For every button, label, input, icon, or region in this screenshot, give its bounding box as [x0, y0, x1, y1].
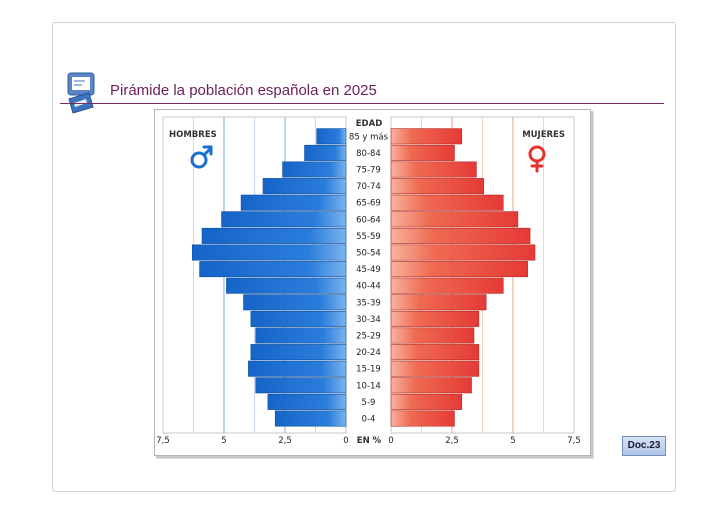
- x-tick-labels: 7,5 5 2,5 0 0 2,5 5 7,5: [156, 436, 581, 446]
- female-bar: [390, 128, 463, 145]
- female-bar: [390, 227, 531, 244]
- age-group-label: 65-69: [356, 199, 381, 209]
- slide-title: Pirámide la población española en 2025: [110, 82, 377, 99]
- right-label-mujeres: MUJERES: [522, 130, 565, 140]
- male-bar: [201, 227, 347, 244]
- left-label-hombres: HOMBRES: [169, 130, 217, 140]
- female-bar: [390, 244, 536, 261]
- female-bar: [390, 327, 475, 344]
- male-bar: [226, 277, 347, 294]
- age-group-label: 50-54: [356, 249, 381, 259]
- bars: [191, 128, 536, 427]
- age-group-label: 15-19: [356, 365, 381, 375]
- female-bar: [390, 377, 472, 394]
- male-bar: [250, 344, 347, 361]
- female-bar: [390, 144, 455, 161]
- unit-label: EN %: [357, 436, 382, 446]
- age-group-label: 20-24: [356, 348, 381, 358]
- male-tick-label: 7,5: [156, 436, 170, 446]
- male-bar: [199, 261, 347, 278]
- female-bar: [390, 277, 504, 294]
- male-bar: [221, 211, 347, 228]
- doc-number-badge: Doc.23: [622, 436, 666, 456]
- age-group-label: 80-84: [356, 149, 381, 159]
- age-group-label: 0-4: [362, 415, 376, 425]
- male-bar: [240, 194, 347, 211]
- male-bar: [267, 393, 347, 410]
- female-bar: [390, 194, 504, 211]
- female-bar: [390, 261, 528, 278]
- age-group-label: 5-9: [362, 398, 376, 408]
- population-pyramid-chart: 0-4 5-9 10-14 15-19 20-24 25-29 30-34 35-39 40-4…: [154, 109, 591, 456]
- slide-document-icon: [67, 72, 95, 114]
- male-bar: [262, 178, 347, 195]
- male-bar: [316, 128, 347, 145]
- title-underline: [60, 103, 664, 104]
- female-bar: [390, 344, 480, 361]
- female-bar: [390, 393, 463, 410]
- age-group-label: 30-34: [356, 315, 381, 325]
- age-labels: 0-4 5-9 10-14 15-19 20-24 25-29 30-34 35-39 40-4…: [349, 132, 389, 424]
- age-group-label: 70-74: [356, 182, 381, 192]
- female-tick-label: 0: [388, 436, 393, 446]
- male-tick-label: 0: [343, 436, 348, 446]
- age-group-label: 55-59: [356, 232, 381, 242]
- male-bar: [255, 377, 347, 394]
- male-bar: [243, 294, 347, 311]
- female-symbol-icon: [528, 145, 546, 173]
- female-bar: [390, 410, 455, 427]
- age-group-label: 35-39: [356, 298, 381, 308]
- female-bar: [390, 294, 487, 311]
- pyramid-svg: 0-4 5-9 10-14 15-19 20-24 25-29 30-34 35-39 40-4…: [156, 116, 581, 446]
- male-bar: [248, 360, 347, 377]
- age-group-label: 25-29: [356, 332, 381, 342]
- female-bar: [390, 211, 519, 228]
- male-tick-label: 2,5: [278, 436, 292, 446]
- age-group-label: 85 y más: [349, 132, 389, 142]
- female-tick-label: 7,5: [567, 436, 581, 446]
- male-bar: [282, 161, 347, 178]
- age-axis-title: EDAD: [356, 119, 383, 129]
- male-symbol-icon: [190, 145, 213, 169]
- age-group-label: 40-44: [356, 282, 381, 292]
- female-bar: [390, 161, 477, 178]
- male-bar: [274, 410, 347, 427]
- female-bar: [390, 310, 480, 327]
- male-bar: [191, 244, 347, 261]
- age-group-label: 75-79: [356, 166, 381, 176]
- age-group-label: 60-64: [356, 215, 381, 225]
- male-bar: [255, 327, 347, 344]
- male-tick-label: 5: [221, 436, 226, 446]
- female-tick-label: 2,5: [445, 436, 459, 446]
- female-bar: [390, 360, 480, 377]
- age-group-label: 10-14: [356, 381, 381, 391]
- age-group-label: 45-49: [356, 265, 381, 275]
- female-tick-label: 5: [510, 436, 515, 446]
- female-bar: [390, 178, 485, 195]
- male-bar: [250, 310, 347, 327]
- male-bar: [304, 144, 347, 161]
